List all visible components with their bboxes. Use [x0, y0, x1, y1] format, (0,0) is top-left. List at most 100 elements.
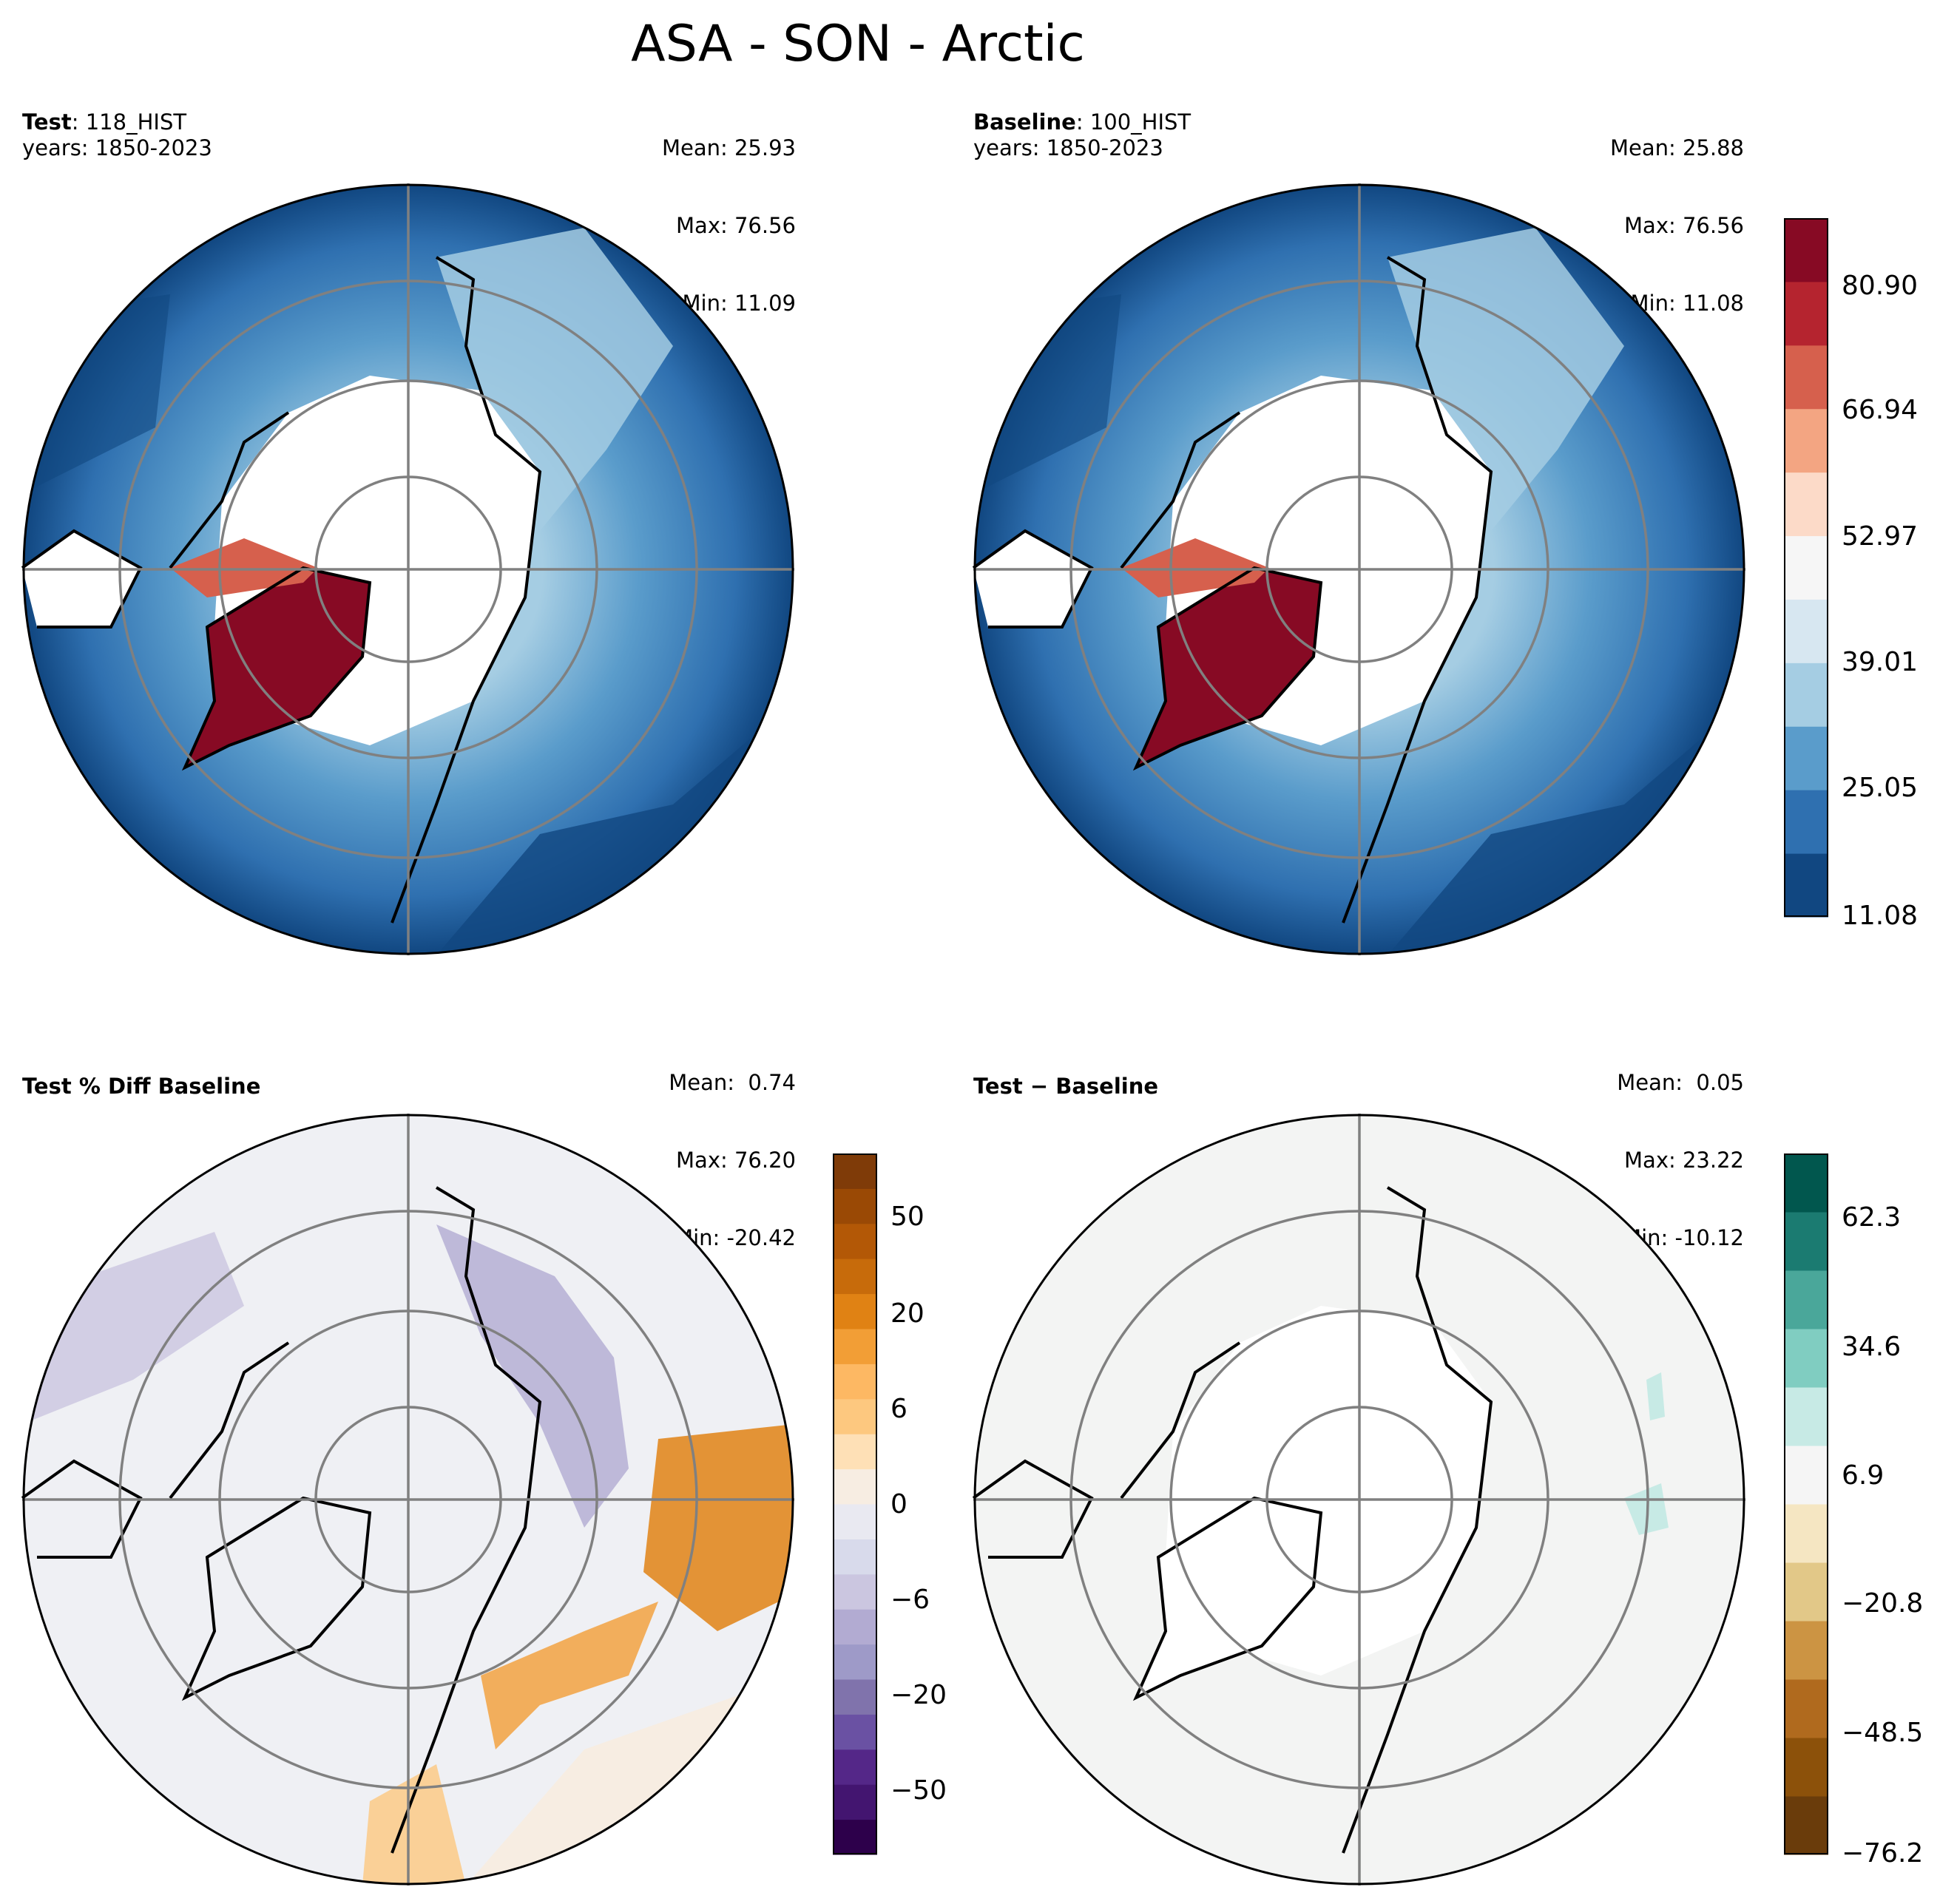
- test-map: [21, 183, 794, 955]
- pctdiff-colorbar-segment: [833, 1468, 877, 1505]
- main-colorbar-segment: [1784, 345, 1828, 410]
- pctdiff-colorbar-segment: [833, 1819, 877, 1855]
- test-years: years: 1850-2023: [22, 135, 212, 160]
- pct-tick: −6: [890, 1585, 930, 1615]
- pctdiff-colorbar-segment: [833, 1223, 877, 1259]
- diff-map: [972, 1114, 1745, 1886]
- pctdiff-colorbar-segment: [833, 1679, 877, 1715]
- pctdiff-colorbar-segment: [833, 1539, 877, 1575]
- main-colorbar-segment: [1784, 281, 1828, 346]
- test-stats: Mean: 25.93 Max: 76.56 Min: 11.09: [662, 84, 796, 342]
- diff-gridlines: [973, 1114, 1745, 1886]
- test-map-border: [22, 183, 794, 955]
- diff-map-border: [973, 1114, 1745, 1886]
- main-colorbar-segment: [1784, 218, 1828, 282]
- pctdiff-colorbar-segment: [833, 1784, 877, 1820]
- pctdiff-east-pos: [643, 1424, 793, 1631]
- main-colorbar: [1784, 218, 1828, 918]
- pct-tick: 0: [890, 1489, 907, 1520]
- diff-colorbar: [1784, 1153, 1828, 1855]
- baseline-coastline: [972, 256, 1493, 924]
- pct-tick: 20: [890, 1298, 925, 1329]
- pctdiff-colorbar-segment: [833, 1714, 877, 1750]
- test-label: Test: 118_HIST years: 1850-2023: [22, 109, 212, 161]
- baseline-label-text: 100_HIST: [1089, 109, 1192, 135]
- pctdiff-siberia-neg: [436, 1224, 629, 1528]
- main-colorbar-segment: [1784, 472, 1828, 537]
- baseline-north-america-void: [975, 531, 1092, 627]
- main-tick: 66.94: [1842, 395, 1919, 425]
- test-north-america-void: [24, 531, 141, 627]
- baseline-gridlines: [973, 183, 1745, 955]
- main-colorbar-segment: [1784, 599, 1828, 663]
- main-colorbar-segment: [1784, 790, 1828, 854]
- main-colorbar-segment: [1784, 726, 1828, 790]
- pctdiff-map-border: [22, 1114, 794, 1886]
- diff-label-bold: Test − Baseline: [973, 1074, 1159, 1099]
- pct-tick: 6: [890, 1394, 907, 1424]
- pctdiff-colorbar-segment: [833, 1504, 877, 1539]
- pctdiff-colorbar-outline: [833, 1153, 877, 1854]
- main-colorbar-outline: [1784, 218, 1828, 917]
- pctdiff-colorbar-segment: [833, 1363, 877, 1400]
- pctdiff-colorbar-segment: [833, 1258, 877, 1295]
- main-tick: 52.97: [1842, 521, 1919, 552]
- main-tick: 25.05: [1842, 773, 1919, 803]
- pct-tick: −20: [890, 1680, 947, 1710]
- diff-stats: Mean: 0.05 Max: 23.22 Min: -10.12: [1617, 1018, 1744, 1277]
- baseline-siberia: [1388, 228, 1624, 531]
- diff-tick: 62.3: [1842, 1202, 1902, 1233]
- figure-title: ASA - SON - Arctic: [631, 15, 1085, 73]
- diff-colorbar-segment: [1784, 1329, 1828, 1388]
- pctdiff-stats: Mean: 0.74 Max: 76.20 Min: -20.42: [669, 1018, 796, 1277]
- baseline-label-bold: Baseline: [973, 109, 1076, 135]
- main-tick: 80.90: [1842, 271, 1919, 301]
- main-colorbar-segment: [1784, 853, 1828, 918]
- diff-colorbar-segment: [1784, 1212, 1828, 1271]
- test-mean: Mean: 25.93: [661, 135, 796, 160]
- diff-colorbar-segment: [1784, 1387, 1828, 1446]
- pctdiff-label: Test % Diff Baseline: [22, 1074, 260, 1100]
- diff-colorbar-segment: [1784, 1679, 1828, 1738]
- baseline-label: Baseline: 100_HIST years: 1850-2023: [973, 109, 1191, 161]
- test-coastline: [21, 256, 542, 924]
- pctdiff-colorbar-segment: [833, 1749, 877, 1785]
- pctdiff-colorbar-segment: [833, 1609, 877, 1645]
- main-tick: 39.01: [1842, 647, 1919, 677]
- pctdiff-colorbar-segment: [833, 1293, 877, 1329]
- diff-colorbar-segment: [1784, 1504, 1828, 1563]
- pctdiff-map: [21, 1114, 794, 1886]
- diff-tick: 34.6: [1842, 1332, 1902, 1362]
- pctdiff-colorbar-segment: [833, 1153, 877, 1189]
- main-tick: 11.08: [1842, 901, 1919, 931]
- diff-tick: −76.2: [1842, 1838, 1924, 1869]
- main-colorbar-segment: [1784, 535, 1828, 600]
- baseline-label-sep: :: [1075, 109, 1090, 135]
- pctdiff-colorbar: [833, 1153, 877, 1855]
- test-greenland: [185, 568, 370, 768]
- baseline-years: years: 1850-2023: [973, 135, 1163, 160]
- pctdiff-colorbar-segment: [833, 1398, 877, 1434]
- main-colorbar-segment: [1784, 408, 1828, 473]
- pctdiff-colorbar-segment: [833, 1434, 877, 1470]
- pct-tick: −50: [890, 1775, 947, 1806]
- test-siberia: [436, 228, 673, 531]
- diff-patch-1: [1624, 1483, 1669, 1535]
- pctdiff-colorbar-segment: [833, 1573, 877, 1610]
- pctdiff-colorbar-segment: [833, 1329, 877, 1364]
- diff-colorbar-outline: [1784, 1153, 1828, 1854]
- diff-label: Test − Baseline: [973, 1074, 1158, 1100]
- test-gridlines: [22, 183, 794, 955]
- diff-colorbar-segment: [1784, 1738, 1828, 1797]
- diff-coastline: [972, 1186, 1493, 1854]
- diff-tick: −20.8: [1842, 1588, 1924, 1619]
- diff-colorbar-segment: [1784, 1153, 1828, 1213]
- diff-colorbar-segment: [1784, 1270, 1828, 1329]
- pct-tick: 50: [890, 1202, 925, 1232]
- diff-patch-2: [1646, 1372, 1665, 1420]
- pctdiff-colorbar-segment: [833, 1188, 877, 1224]
- diff-greenland: [1136, 1498, 1321, 1698]
- diff-tick: −48.5: [1842, 1718, 1924, 1748]
- diff-tick: 6.9: [1842, 1460, 1885, 1491]
- test-max: Max: 76.56: [676, 213, 796, 238]
